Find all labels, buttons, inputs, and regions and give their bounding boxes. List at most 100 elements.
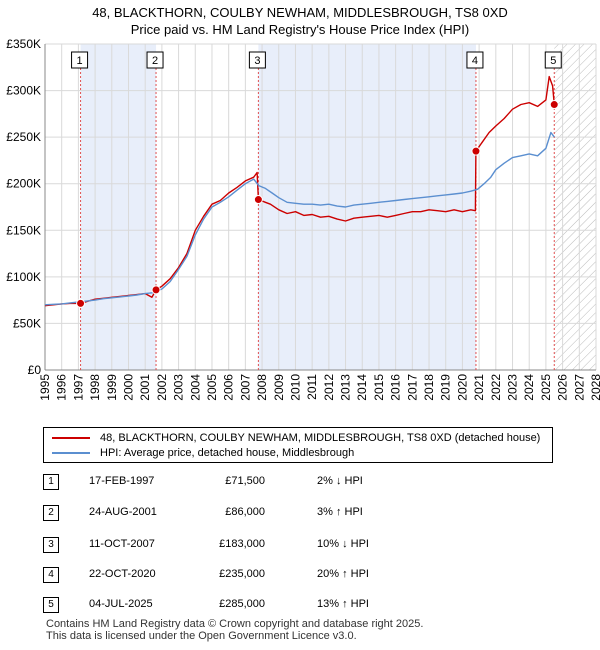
row-date: 17-FEB-1997: [89, 475, 155, 487]
legend-label-hpi: HPI: Average price, detached house, Midd…: [100, 447, 355, 459]
sale-point: [471, 146, 481, 156]
legend-swatch-property: [52, 437, 90, 439]
x-tick-label: 2004: [188, 374, 202, 401]
row-hpi: 2% ↓ HPI: [317, 475, 363, 487]
row-date: 04-JUL-2025: [89, 598, 153, 610]
x-tick-label: 1995: [38, 374, 52, 401]
sale-label-number: 3: [254, 55, 260, 67]
price-chart: £0 £50K £100K £150K £200K £250K £300K £350K 1995…: [6, 37, 600, 401]
x-tick-label: 2014: [355, 374, 369, 401]
sale-point: [151, 285, 161, 295]
legend-item-hpi: HPI: Average price, detached house, Midd…: [52, 446, 354, 460]
row-number: 5: [43, 597, 59, 613]
x-tick-label: 2005: [205, 374, 219, 401]
x-tick-label: 2012: [322, 374, 336, 401]
legend-swatch-hpi: [52, 452, 90, 454]
table-row: 2 24-AUG-2001 £86,000 3% ↑ HPI: [43, 505, 403, 521]
footer: Contains HM Land Registry data © Crown c…: [46, 618, 423, 642]
sale-label-number: 4: [472, 55, 478, 67]
footer-copyright: Contains HM Land Registry data © Crown c…: [46, 618, 424, 630]
legend: 48, BLACKTHORN, COULBY NEWHAM, MIDDLESBR…: [43, 427, 553, 463]
x-tick-label: 2023: [506, 374, 520, 401]
sale-label-number: 1: [77, 55, 83, 67]
x-tick-label: 2020: [455, 374, 469, 401]
x-tick-label: 1999: [105, 374, 119, 401]
row-hpi: 13% ↑ HPI: [317, 598, 369, 610]
sale-label-2: 2: [146, 51, 164, 69]
sale-label-box: [71, 51, 89, 69]
table-row: 4 22-OCT-2020 £235,000 20% ↑ HPI: [43, 567, 403, 583]
x-tick-label: 2024: [522, 374, 536, 401]
x-tick-label: 2026: [556, 374, 570, 401]
x-tick-label: 2021: [472, 374, 486, 401]
x-tick-label: 2027: [572, 374, 586, 401]
x-tick-label: 2015: [372, 374, 386, 401]
row-date: 11-OCT-2007: [89, 538, 155, 550]
sale-label-box: [146, 51, 164, 69]
sale-label-1: 1: [71, 51, 89, 69]
row-hpi: 10% ↓ HPI: [317, 538, 369, 550]
y-tick-label: £300K: [6, 84, 41, 98]
x-tick-label: 2028: [589, 374, 600, 401]
x-tick-label: 2019: [439, 374, 453, 401]
y-tick-label: £250K: [6, 130, 41, 144]
x-tick-label: 2018: [422, 374, 436, 401]
sale-label-box: [248, 51, 266, 69]
legend-item-property: 48, BLACKTHORN, COULBY NEWHAM, MIDDLESBR…: [52, 431, 540, 445]
y-tick-label: £50K: [13, 316, 41, 330]
hpi-line: [44, 131, 555, 306]
row-date: 24-AUG-2001: [89, 506, 157, 518]
ownership-period-shade: [80, 44, 157, 370]
row-price: £183,000: [219, 538, 265, 550]
sale-label-3: 3: [248, 51, 266, 69]
chart-subtitle: Price paid vs. HM Land Registry's House …: [130, 22, 470, 37]
sale-label-number: 2: [152, 55, 158, 67]
x-tick-label: 2022: [489, 374, 503, 401]
row-price: £285,000: [219, 598, 265, 610]
x-tick-label: 2007: [238, 374, 252, 401]
x-tick-label: 2006: [222, 374, 236, 401]
footer-licence: This data is licensed under the Open Gov…: [46, 630, 357, 642]
row-number: 1: [43, 474, 59, 490]
table-row: 3 11-OCT-2007 £183,000 10% ↓ HPI: [43, 537, 403, 553]
sale-label-number: 5: [550, 55, 556, 67]
y-tick-label: £100K: [6, 270, 41, 284]
x-tick-label: 2025: [539, 374, 553, 401]
table-row: 5 04-JUL-2025 £285,000 13% ↑ HPI: [43, 597, 403, 613]
x-tick-label: 2016: [389, 374, 403, 401]
ownership-period-shade: [258, 44, 476, 370]
row-hpi: 20% ↑ HPI: [317, 568, 369, 580]
x-tick-label: 2000: [121, 374, 135, 401]
sale-label-box: [544, 51, 562, 69]
chart-title: 48, BLACKTHORN, COULBY NEWHAM, MIDDLESBR…: [92, 5, 508, 20]
sale-label-4: 4: [466, 51, 484, 69]
row-price: £86,000: [225, 506, 265, 518]
row-number: 4: [43, 567, 59, 583]
row-hpi: 3% ↑ HPI: [317, 506, 363, 518]
row-date: 22-OCT-2020: [89, 568, 156, 580]
x-tick-label: 1998: [88, 374, 102, 401]
x-tick-label: 2013: [339, 374, 353, 401]
forecast-hatch: [554, 44, 596, 370]
x-tick-label: 2009: [272, 374, 286, 401]
x-tick-label: 2008: [255, 374, 269, 401]
x-tick-label: 2010: [288, 374, 302, 401]
sale-label-5: 5: [544, 51, 562, 69]
x-tick-label: 2002: [155, 374, 169, 401]
x-tick-label: 2003: [172, 374, 186, 401]
table-row: 1 17-FEB-1997 £71,500 2% ↓ HPI: [43, 474, 403, 490]
x-tick-label: 2001: [138, 374, 152, 401]
y-tick-label: £0: [28, 363, 42, 377]
y-tick-label: £350K: [6, 37, 41, 51]
row-price: £235,000: [219, 568, 265, 580]
row-price: £71,500: [225, 475, 265, 487]
sale-label-box: [466, 51, 484, 69]
sale-point: [549, 100, 559, 110]
x-tick-label: 1996: [55, 374, 69, 401]
row-number: 2: [43, 505, 59, 521]
x-tick-label: 2017: [405, 374, 419, 401]
sale-point: [253, 195, 263, 205]
y-tick-label: £150K: [6, 223, 41, 237]
x-tick-label: 2011: [305, 374, 319, 400]
y-tick-label: £200K: [6, 177, 41, 191]
